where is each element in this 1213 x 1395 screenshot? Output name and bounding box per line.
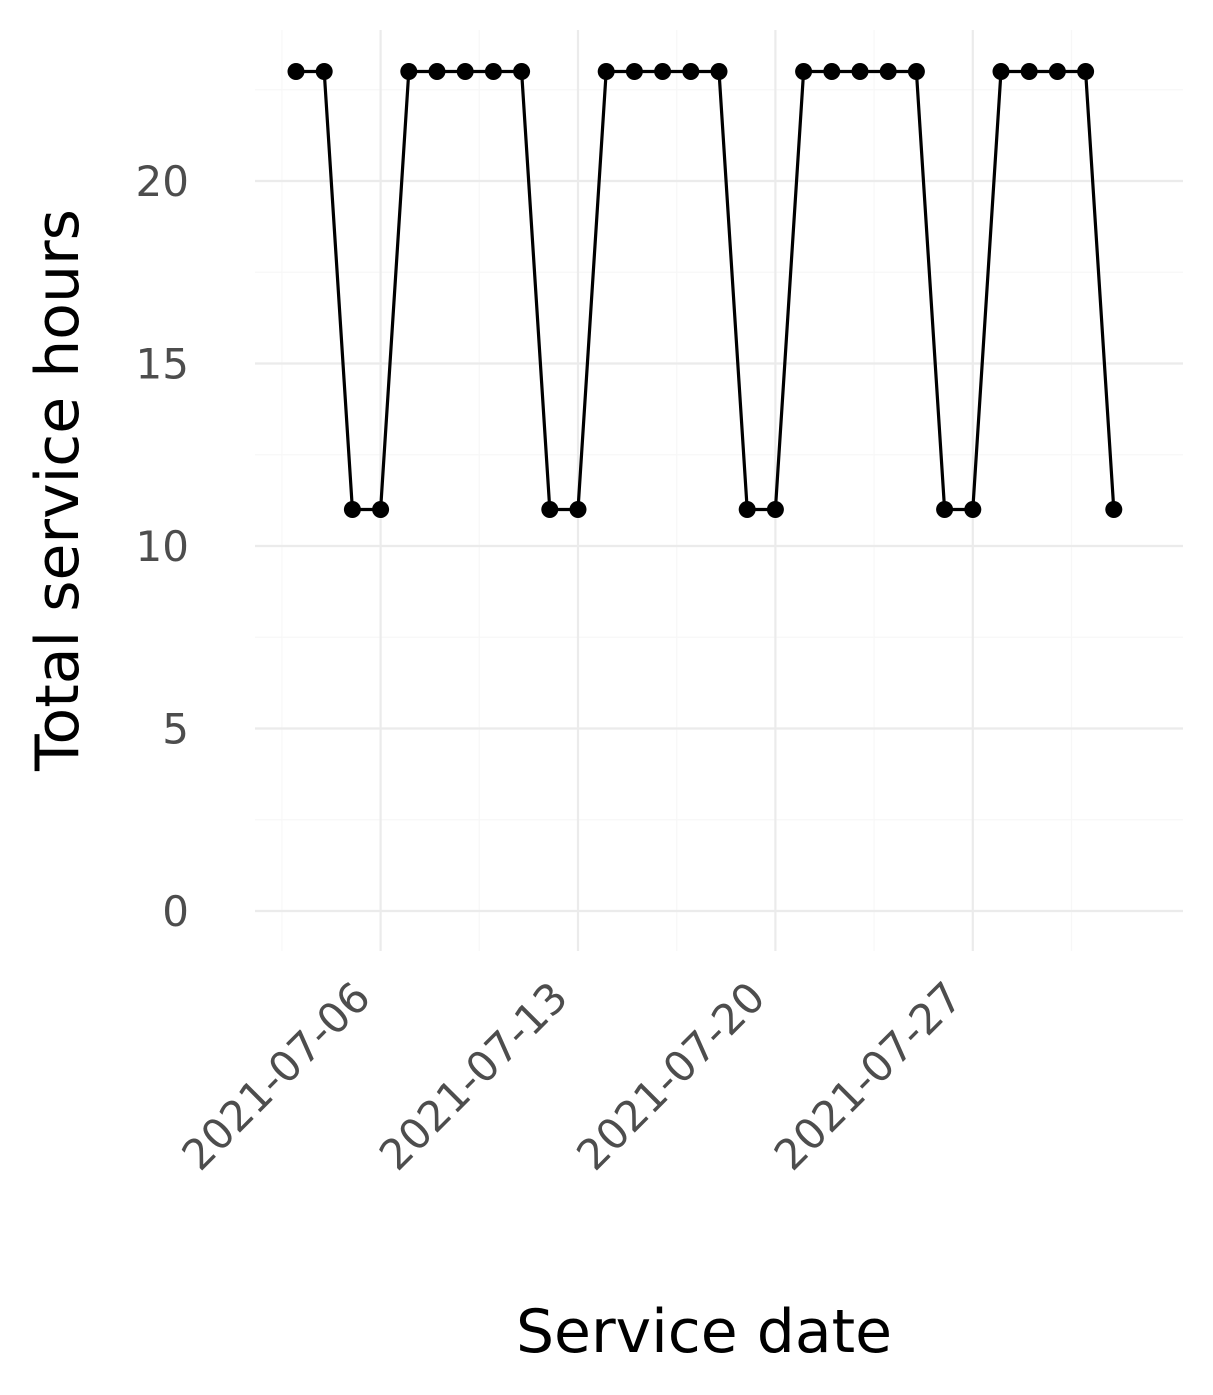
y-tick-label: 20 <box>136 157 189 206</box>
data-points <box>287 63 1123 518</box>
y-axis-title: Total service hours <box>23 209 93 772</box>
data-point <box>964 501 982 518</box>
data-point <box>428 63 446 80</box>
y-tick-label: 10 <box>136 522 189 571</box>
data-point <box>936 501 954 518</box>
data-point <box>795 63 813 80</box>
y-tick-label: 15 <box>136 340 189 389</box>
data-point <box>343 501 361 518</box>
x-tick-label: 2021-07-27 <box>765 972 972 1179</box>
minor-gridlines <box>255 30 1183 951</box>
data-point <box>879 63 897 80</box>
data-point <box>682 63 700 80</box>
data-point <box>372 501 390 518</box>
data-point <box>992 63 1010 80</box>
data-point <box>1077 63 1095 80</box>
data-point <box>738 501 756 518</box>
data-point <box>907 63 925 80</box>
data-point <box>710 63 728 80</box>
y-tick-label: 0 <box>162 887 189 936</box>
x-tick-label: 2021-07-13 <box>370 972 577 1179</box>
y-axis-tick-labels: 0 5 10 15 20 <box>136 157 189 936</box>
x-tick-label: 2021-07-20 <box>567 972 774 1179</box>
data-point <box>597 63 615 80</box>
series-line <box>296 69 1116 512</box>
data-point <box>287 63 305 80</box>
data-point <box>1020 63 1038 80</box>
data-point <box>654 63 672 80</box>
data-point <box>541 501 559 518</box>
data-point <box>851 63 869 80</box>
x-axis-title: Service date <box>516 1297 892 1367</box>
data-point <box>456 63 474 80</box>
data-point <box>400 63 418 80</box>
data-point <box>1105 501 1123 518</box>
data-point <box>625 63 643 80</box>
x-tick-label: 2021-07-06 <box>172 972 379 1179</box>
data-point <box>569 501 587 518</box>
y-tick-label: 5 <box>162 705 189 754</box>
major-gridlines <box>255 30 1183 951</box>
data-point <box>1048 63 1066 80</box>
data-point <box>823 63 841 80</box>
data-point <box>315 63 333 80</box>
series-line-group <box>296 69 1116 512</box>
data-point <box>513 63 531 80</box>
data-point <box>484 63 502 80</box>
data-point <box>766 501 784 518</box>
